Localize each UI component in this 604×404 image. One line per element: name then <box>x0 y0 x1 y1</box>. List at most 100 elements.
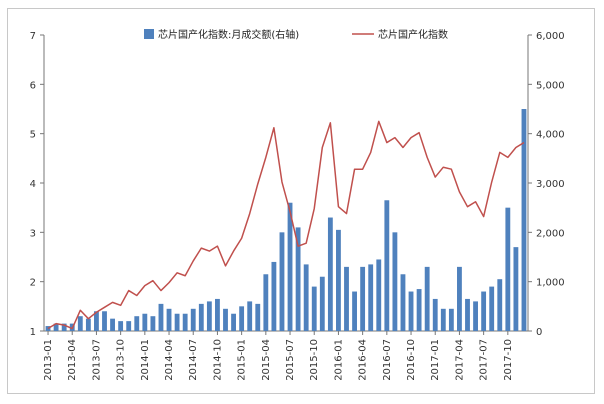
right-axis-tick-label: 6,000 <box>536 31 565 42</box>
legend-line-label: 芯片国产化指数 <box>378 28 448 41</box>
bar-2015-07 <box>287 202 293 331</box>
chart-frame: 1 2 3 4 5 6 7 0 1,000 2,000 3,000 4,000 5,000 6,000 20… <box>7 8 595 394</box>
bar-2013-12 <box>134 316 140 331</box>
x-axis-tick-label: 2014-10 <box>212 339 223 381</box>
bar-2013-09 <box>110 318 115 331</box>
x-axis-tick-label: 2013-10 <box>116 339 127 381</box>
tick-labels: 1 2 3 4 5 6 7 0 1,000 2,000 3,000 4,000 5,000 6,000 20… <box>30 31 565 381</box>
bar-2013-05 <box>77 316 83 331</box>
bar-2016-09 <box>400 274 406 331</box>
bar-2014-11 <box>223 308 228 331</box>
bar-2013-11 <box>126 321 132 331</box>
bar-2016-12 <box>424 266 430 331</box>
right-axis-tick-label: 2,000 <box>536 228 565 239</box>
bar-2013-07 <box>94 311 99 331</box>
bar-2017-07 <box>481 291 487 331</box>
bar-2017-02 <box>440 308 446 331</box>
bar-2016-11 <box>416 289 422 331</box>
right-axis-tick-label: 0 <box>536 327 542 338</box>
bar-2016-01 <box>336 229 341 331</box>
bar-2014-02 <box>150 316 156 331</box>
right-axis-tick-label: 4,000 <box>536 130 565 141</box>
bar-2014-06 <box>182 313 188 331</box>
bar-2017-06 <box>473 301 478 331</box>
right-axis-tick-label: 5,000 <box>536 80 565 91</box>
bar-2016-08 <box>392 232 398 331</box>
bar-2013-06 <box>85 318 91 331</box>
x-axis-tick-label: 2015-07 <box>285 339 296 381</box>
bar-2015-04 <box>263 274 269 331</box>
bar-2016-10 <box>408 291 414 331</box>
bar-2017-03 <box>448 308 454 331</box>
x-axis-tick-label: 2016-07 <box>382 339 393 381</box>
left-axis-tick-label: 4 <box>30 179 36 190</box>
x-axis-tick-label: 2013-07 <box>91 339 102 381</box>
x-axis-tick-label: 2013-04 <box>67 339 78 381</box>
bar-2014-09 <box>206 301 212 331</box>
left-axis-tick-label: 5 <box>30 130 36 141</box>
legend-bar-label: 芯片国产化指数:月成交额(右轴) <box>158 28 299 41</box>
bar-2016-07 <box>384 200 390 331</box>
bar-2013-10 <box>118 321 124 331</box>
bar-2013-03 <box>61 323 67 331</box>
bar-2013-02 <box>53 323 59 331</box>
bar-2015-09 <box>303 264 309 331</box>
right-axis-tick-label: 3,000 <box>536 179 565 190</box>
bar-2014-08 <box>198 303 204 331</box>
bar-2013-08 <box>102 311 107 331</box>
bar-2015-02 <box>247 301 253 331</box>
bar-2014-05 <box>174 313 180 331</box>
bar-2017-11 <box>513 247 519 331</box>
legend-bar-swatch <box>144 29 154 39</box>
left-axis-tick-label: 2 <box>30 278 36 289</box>
x-axis-tick-label: 2015-01 <box>237 339 248 381</box>
bar-2014-10 <box>215 298 220 331</box>
x-axis-tick-label: 2014-01 <box>140 339 151 381</box>
x-axis-tick-label: 2017-07 <box>479 339 490 381</box>
x-axis-tick-label: 2017-01 <box>430 339 441 381</box>
bar-2015-03 <box>255 303 261 331</box>
left-axis-tick-label: 7 <box>30 31 36 42</box>
x-axis-tick-label: 2015-04 <box>261 339 272 381</box>
left-axis-tick-label: 3 <box>30 228 36 239</box>
x-axis-tick-label: 2016-04 <box>358 339 369 381</box>
bar-2014-07 <box>190 308 196 331</box>
bar-2014-03 <box>158 303 164 331</box>
bar-2015-06 <box>279 232 285 331</box>
bar-2015-08 <box>295 227 301 331</box>
x-axis-tick-label: 2014-07 <box>188 339 199 381</box>
legend: 芯片国产化指数:月成交额(右轴) 芯片国产化指数 <box>144 28 448 41</box>
chart-svg: 1 2 3 4 5 6 7 0 1,000 2,000 3,000 4,000 5,000 6,000 20… <box>30 28 565 381</box>
bar-2016-02 <box>344 266 349 331</box>
bar-2017-01 <box>432 298 438 331</box>
bar-2016-06 <box>376 259 382 331</box>
line-series <box>47 120 525 330</box>
x-axis-tick-label: 2013-01 <box>43 339 54 381</box>
bar-2016-05 <box>368 264 374 331</box>
x-axis-tick-label: 2016-10 <box>406 339 417 381</box>
bar-2017-04 <box>457 266 462 331</box>
index-line <box>47 120 525 330</box>
bar-2017-08 <box>489 286 495 331</box>
x-axis-tick-label: 2017-10 <box>503 339 514 381</box>
bar-2017-05 <box>465 298 470 331</box>
bar-2015-10 <box>311 286 317 331</box>
right-axis-tick-label: 1,000 <box>536 278 565 289</box>
bar-2014-04 <box>166 308 172 331</box>
axes <box>40 34 532 335</box>
bar-2015-05 <box>271 261 277 331</box>
bar-2014-01 <box>142 313 148 331</box>
bar-2015-01 <box>239 306 245 331</box>
bar-2014-12 <box>231 313 236 331</box>
bar-2017-10 <box>505 207 511 331</box>
bar-2017-12 <box>521 109 527 331</box>
bar-2015-11 <box>319 276 325 331</box>
x-axis-tick-label: 2017-04 <box>454 339 465 381</box>
bar-2016-04 <box>360 266 366 331</box>
x-axis-tick-label: 2014-04 <box>164 339 175 381</box>
x-axis-tick-label: 2016-01 <box>333 339 344 381</box>
bar-series <box>45 109 527 331</box>
bar-2017-09 <box>497 279 503 331</box>
bar-2016-03 <box>352 291 357 331</box>
x-axis-tick-label: 2015-10 <box>309 339 320 381</box>
